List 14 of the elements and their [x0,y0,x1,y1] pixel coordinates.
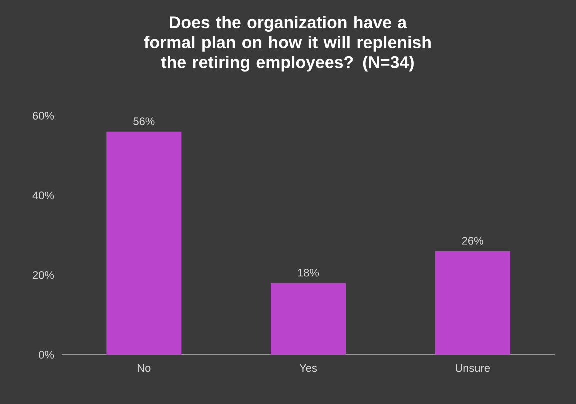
data-label: 18% [298,269,320,277]
y-tick-label: 40% [32,192,54,200]
x-tick-label: No [138,364,151,372]
chart-title: Does the organization have a formal plan on how it will replenish the retiring employees? (N=34) [144,16,431,72]
data-label: 56% [134,118,155,126]
y-tick-label: 60% [33,112,54,120]
y-tick-label: 20% [33,271,54,280]
bar [435,251,510,355]
data-label: 26% [462,237,484,245]
y-tick-label: 0% [39,351,54,359]
x-tick-label: Unsure [456,364,490,372]
bar [106,132,182,355]
x-tick-label: Yes [300,364,318,372]
bar [271,283,346,355]
